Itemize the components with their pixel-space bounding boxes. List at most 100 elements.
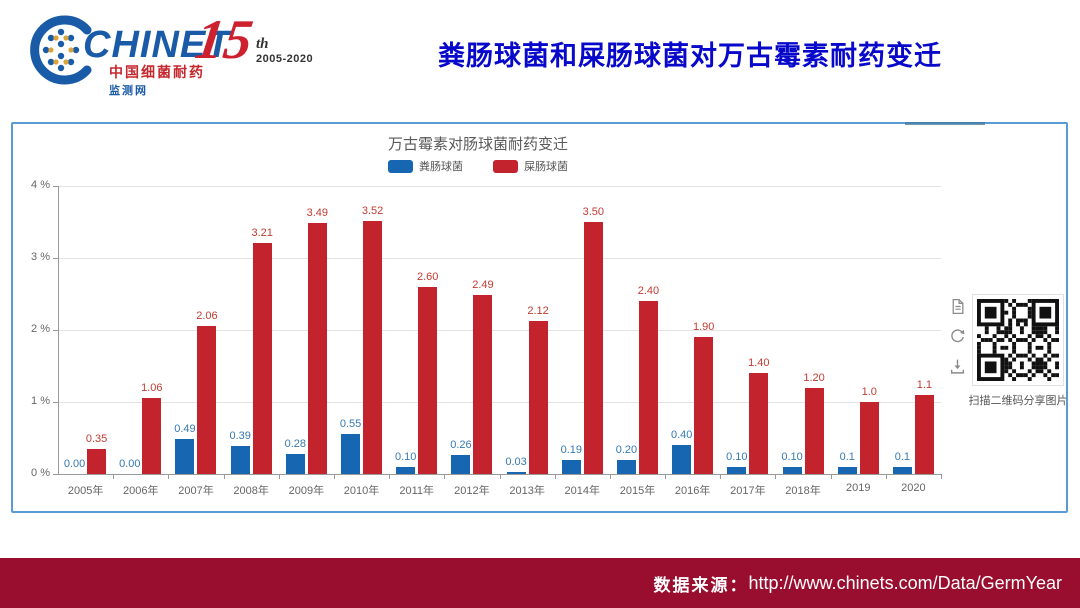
bar-屎肠球菌[interactable]: 2.12 — [527, 305, 549, 474]
x-axis-label: 2015年 — [619, 485, 656, 497]
bar-屎肠球菌[interactable]: 1.90 — [693, 321, 714, 474]
bar-value-label: 3.49 — [306, 206, 329, 219]
bar-value-label: 0.20 — [615, 443, 638, 456]
chart-title: 万古霉素对肠球菌耐药变迁 — [387, 136, 568, 153]
x-axis-label: 2016年 — [674, 485, 711, 497]
x-tick — [168, 474, 170, 479]
y-tick — [53, 402, 58, 403]
legend-item-0[interactable]: 粪肠球菌 — [388, 158, 463, 174]
x-axis-label: 2009年 — [288, 485, 325, 497]
bar-屎肠球菌[interactable]: 3.52 — [362, 205, 383, 474]
x-axis-label: 2013年 — [509, 485, 545, 497]
bar-屎肠球菌[interactable]: 0.35 — [86, 433, 107, 474]
bar-value-label: 2.40 — [637, 285, 660, 298]
bar-屎肠球菌[interactable]: 1.0 — [859, 386, 879, 474]
bar-value-label: 2.49 — [472, 278, 494, 291]
x-axis-label: 2011年 — [399, 485, 435, 497]
bar-屎肠球菌[interactable]: 2.06 — [196, 310, 218, 474]
x-tick — [113, 474, 115, 479]
bar-屎肠球菌[interactable]: 1.06 — [141, 382, 162, 474]
chart-legend: 粪肠球菌 屎肠球菌 — [13, 158, 943, 174]
y-tick — [53, 258, 58, 259]
logo-brand-text: CHINET — [83, 24, 231, 66]
bar-粪肠球菌[interactable]: 0.10 — [726, 451, 748, 474]
bar-粪肠球菌[interactable]: 0.20 — [616, 444, 637, 474]
bar-value-label: 1.0 — [861, 386, 877, 398]
year-group-2015年: 0.20 2.40 2015年 — [610, 186, 665, 497]
x-axis-label: 2005年 — [67, 485, 104, 497]
bar-value-label: 3.21 — [251, 226, 273, 239]
bar-粪肠球菌[interactable]: 0.28 — [285, 438, 306, 474]
bar-value-label: 0.39 — [229, 429, 251, 442]
bar-value-label: 0.10 — [395, 450, 417, 463]
bar-屎肠球菌[interactable]: 2.60 — [417, 271, 438, 474]
bar-粪肠球菌[interactable]: 0.49 — [174, 423, 196, 474]
y-tick — [53, 474, 58, 475]
year-group-2014年: 0.19 3.50 2014年 — [555, 186, 610, 497]
legend-item-1[interactable]: 屎肠球菌 — [493, 158, 568, 174]
year-group-2010年: 0.55 3.52 2010年 — [334, 186, 389, 497]
bar-value-label: 0.10 — [726, 450, 748, 463]
bar-粪肠球菌[interactable]: 0.03 — [505, 456, 527, 474]
bar-粪肠球菌[interactable]: 0.26 — [450, 439, 472, 474]
data-source-label: 数据来源： — [653, 575, 749, 595]
gridline — [58, 330, 941, 331]
bar-value-label: 0.00 — [119, 458, 141, 470]
bar-粪肠球菌[interactable]: 0.10 — [395, 451, 416, 474]
bar-groups: 0.00 0.35 2005年 0.00 1.06 2006年 0.49 2.06 2007年 0… — [58, 186, 941, 497]
chart-toolbox — [949, 298, 966, 375]
data-view-icon[interactable] — [949, 298, 966, 315]
save-image-icon[interactable] — [949, 358, 966, 375]
bar-屎肠球菌[interactable]: 1.1 — [914, 379, 934, 474]
legend-label: 屎肠球菌 — [524, 161, 568, 173]
top-border-accent — [905, 122, 985, 125]
bar-value-label: 0.55 — [339, 418, 362, 431]
year-group-2017年: 0.10 1.40 2017年 — [720, 186, 775, 497]
x-axis-label: 2017年 — [730, 485, 766, 497]
bar-value-label: 1.1 — [916, 378, 933, 391]
bar-屎肠球菌[interactable]: 3.49 — [307, 207, 328, 474]
bar-value-label: 0.1 — [839, 450, 855, 463]
bar-粪肠球菌[interactable]: 0.39 — [229, 430, 251, 474]
bar-粪肠球菌[interactable]: 0.19 — [561, 444, 582, 474]
bar-粪肠球菌[interactable]: 0.1 — [837, 451, 857, 474]
y-axis-label: 1 % — [31, 395, 50, 407]
bar-value-label: 0.1 — [894, 450, 911, 463]
logo-subtitle-2: 监测网 — [109, 85, 148, 97]
x-tick — [941, 474, 942, 479]
bar-value-label: 2.12 — [527, 305, 549, 318]
x-axis-label: 2012年 — [454, 485, 490, 497]
bar-value-label: 0.03 — [505, 455, 527, 468]
bar-value-label: 0.26 — [450, 439, 472, 452]
bar-粪肠球菌[interactable]: 0.10 — [781, 451, 803, 474]
chinet-logo-icon — [25, 8, 97, 92]
bar-屎肠球菌[interactable]: 2.40 — [638, 285, 659, 474]
x-axis-label: 2007年 — [178, 485, 214, 497]
x-tick — [609, 474, 611, 479]
year-group-2020: 0.1 1.1 2020 — [886, 186, 941, 494]
x-tick — [444, 474, 446, 479]
bar-value-label: 1.20 — [803, 371, 825, 384]
bar-粪肠球菌[interactable]: 0.55 — [340, 418, 361, 474]
year-group-2018年: 0.10 1.20 2018年 — [775, 186, 830, 497]
gridline — [58, 402, 941, 403]
bar-屎肠球菌[interactable]: 3.21 — [251, 227, 273, 474]
year-group-2007年: 0.49 2.06 2007年 — [168, 186, 223, 497]
bar-屎肠球菌[interactable]: 1.20 — [803, 372, 825, 474]
bar-屎肠球菌[interactable]: 1.40 — [748, 357, 770, 474]
bar-value-label: 2.60 — [417, 270, 439, 283]
footer-bar: 数据来源： http://www.chinets.com/Data/GermYe… — [0, 558, 1080, 608]
bar-粪肠球菌[interactable]: 0.1 — [892, 451, 912, 474]
year-group-2011年: 0.10 2.60 2011年 — [389, 186, 444, 497]
anniversary-logo: 15 th 2005-2020 — [192, 9, 313, 71]
bar-value-label: 1.40 — [748, 357, 770, 370]
bar-value-label: 0.35 — [85, 432, 108, 445]
bar-屎肠球菌[interactable]: 3.50 — [583, 206, 604, 474]
x-axis-label: 2010年 — [343, 485, 380, 497]
page-title: 粪肠球菌和屎肠球菌对万古霉素耐药变迁 — [438, 41, 942, 71]
x-tick — [554, 474, 556, 479]
bar-粪肠球菌[interactable]: 0.40 — [671, 429, 692, 474]
bar-屎肠球菌[interactable]: 2.49 — [472, 279, 494, 474]
header: CHINET 中国细菌耐药 监测网 15 th 2005-2020 粪肠球菌和屎… — [0, 0, 1080, 110]
refresh-icon[interactable] — [949, 328, 966, 345]
